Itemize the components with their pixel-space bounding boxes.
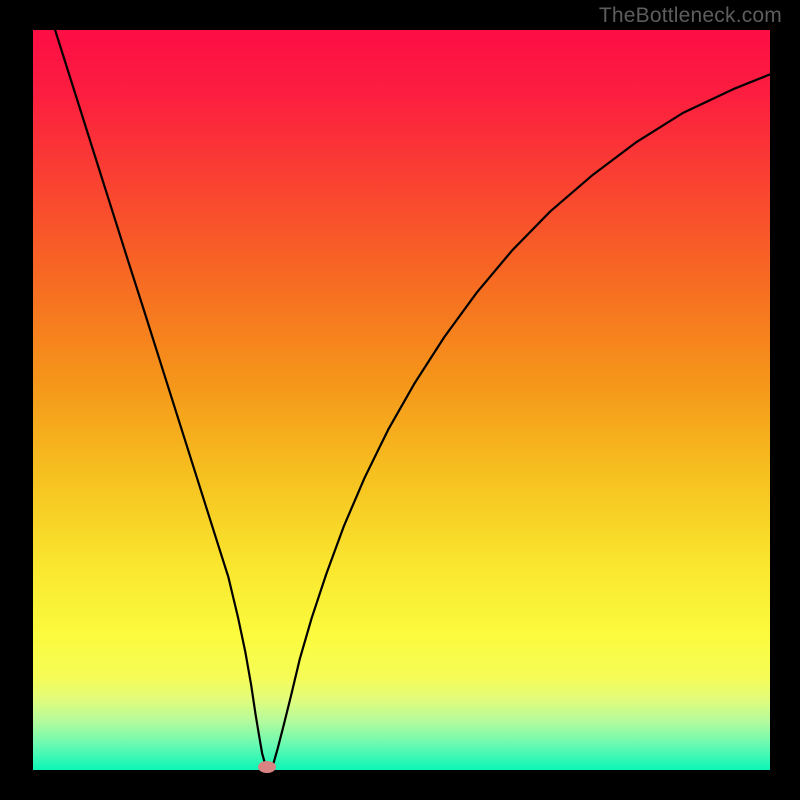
watermark-label: TheBottleneck.com — [599, 4, 782, 28]
chart-svg — [0, 0, 800, 800]
plot-background — [33, 30, 770, 770]
chart-container: TheBottleneck.com — [0, 0, 800, 800]
min-point-marker — [258, 761, 276, 773]
